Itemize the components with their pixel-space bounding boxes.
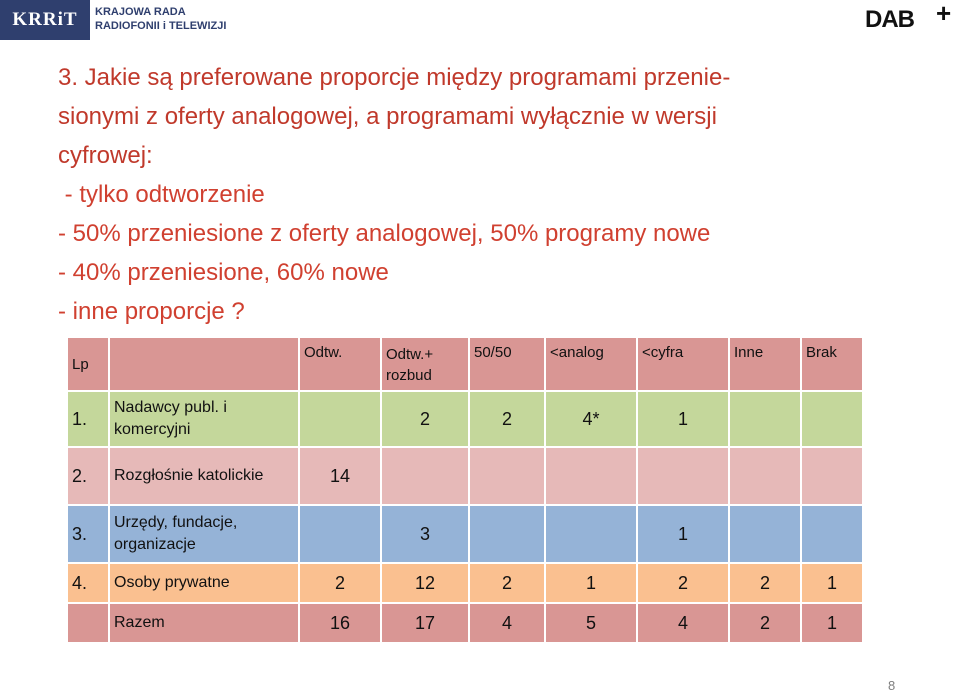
answer-option-3: - 40% przeniesione, 60% nowe xyxy=(58,259,389,286)
dab-logo: DAB xyxy=(865,6,915,33)
cell-analog xyxy=(546,448,636,504)
table-row: 3. Urzędy, fundacje, organizacje 3 1 xyxy=(68,506,862,562)
cell-odtw: 16 xyxy=(300,604,380,642)
header-inne: Inne xyxy=(730,338,800,390)
cell-cyfra: 4 xyxy=(638,604,728,642)
cell-inne xyxy=(730,392,800,446)
krrit-name-line1: KRAJOWA RADA xyxy=(95,6,186,18)
cell-brak: 1 xyxy=(802,564,862,602)
question-block: 3. Jakie są preferowane proporcje między… xyxy=(58,58,938,331)
cell-odtw-rozbud: 3 xyxy=(382,506,468,562)
answer-option-2: - 50% przeniesione z oferty analogowej, … xyxy=(58,220,711,247)
header-50-50: 50/50 xyxy=(470,338,544,390)
krrit-logo: KRRiT xyxy=(0,0,90,40)
page-number: 8 xyxy=(888,678,896,693)
cell-brak xyxy=(802,448,862,504)
answer-option-1: - tylko odtworzenie xyxy=(58,181,265,208)
row-name: Nadawcy publ. i komercyjni xyxy=(110,392,298,446)
answer-option-4: - inne proporcje ? xyxy=(58,298,245,325)
row-name: Razem xyxy=(110,604,298,642)
header-name xyxy=(110,338,298,390)
row-name: Rozgłośnie katolickie xyxy=(110,448,298,504)
cell-odtw: 2 xyxy=(300,564,380,602)
header-lp: Lp xyxy=(68,338,108,390)
table-total-row: Razem 16 17 4 5 4 2 1 xyxy=(68,604,862,642)
table-row: 4. Osoby prywatne 2 12 2 1 2 2 1 xyxy=(68,564,862,602)
cell-50-50: 4 xyxy=(470,604,544,642)
cell-cyfra: 1 xyxy=(638,506,728,562)
row-name: Osoby prywatne xyxy=(110,564,298,602)
cell-odtw-rozbud: 2 xyxy=(382,392,468,446)
table-row: 2. Rozgłośnie katolickie 14 xyxy=(68,448,862,504)
header-odtw-rozbud: Odtw.+ rozbud xyxy=(382,338,468,390)
krrit-name-line2: RADIOFONII i TELEWIZJI xyxy=(95,20,227,32)
cell-odtw xyxy=(300,506,380,562)
question-title-line-1: 3. Jakie są preferowane proporcje między… xyxy=(58,64,731,91)
cell-inne: 2 xyxy=(730,604,800,642)
row-name: Urzędy, fundacje, organizacje xyxy=(110,506,298,562)
row-lp: 2. xyxy=(68,448,108,504)
cell-50-50 xyxy=(470,506,544,562)
header-odtw: Odtw. xyxy=(300,338,380,390)
cell-cyfra: 1 xyxy=(638,392,728,446)
cell-odtw-rozbud: 17 xyxy=(382,604,468,642)
header-brak: Brak xyxy=(802,338,862,390)
question-title-line-2: sionymi z oferty analogowej, a programam… xyxy=(58,103,717,130)
row-lp: 3. xyxy=(68,506,108,562)
table-row: 1. Nadawcy publ. i komercyjni 2 2 4* 1 xyxy=(68,392,862,446)
cell-50-50: 2 xyxy=(470,564,544,602)
cell-50-50: 2 xyxy=(470,392,544,446)
row-lp: 4. xyxy=(68,564,108,602)
cell-brak: 1 xyxy=(802,604,862,642)
header-cyfra: <cyfra xyxy=(638,338,728,390)
results-table: Lp Odtw. Odtw.+ rozbud 50/50 <analog <cy… xyxy=(66,336,864,644)
cell-odtw: 14 xyxy=(300,448,380,504)
cell-odtw xyxy=(300,392,380,446)
cell-odtw-rozbud: 12 xyxy=(382,564,468,602)
question-title-line-3: cyfrowej: xyxy=(58,142,153,169)
cell-inne xyxy=(730,506,800,562)
cell-brak xyxy=(802,392,862,446)
table-header-row: Lp Odtw. Odtw.+ rozbud 50/50 <analog <cy… xyxy=(68,338,862,390)
cell-inne xyxy=(730,448,800,504)
cell-cyfra: 2 xyxy=(638,564,728,602)
cell-inne: 2 xyxy=(730,564,800,602)
row-lp: 1. xyxy=(68,392,108,446)
cell-analog xyxy=(546,506,636,562)
header-analog: <analog xyxy=(546,338,636,390)
krrit-institution-name: KRAJOWA RADA RADIOFONII i TELEWIZJI xyxy=(95,5,226,33)
cell-analog: 1 xyxy=(546,564,636,602)
cell-brak xyxy=(802,506,862,562)
cell-50-50 xyxy=(470,448,544,504)
cell-cyfra xyxy=(638,448,728,504)
cell-analog: 5 xyxy=(546,604,636,642)
cell-odtw-rozbud xyxy=(382,448,468,504)
dab-plus-mark: + xyxy=(936,0,952,28)
row-lp xyxy=(68,604,108,642)
cell-analog: 4* xyxy=(546,392,636,446)
